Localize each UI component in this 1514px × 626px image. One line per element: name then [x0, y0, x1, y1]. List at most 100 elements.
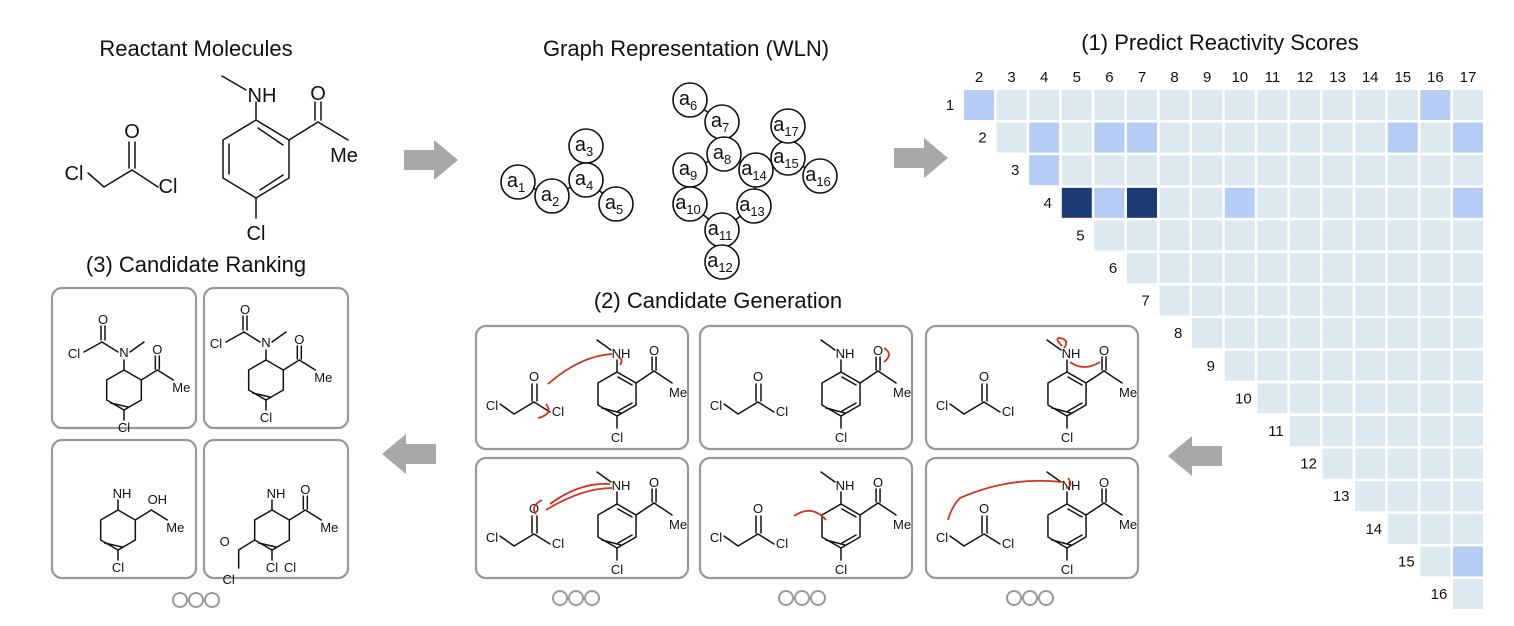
arrow-left-icon [1168, 436, 1222, 476]
score-cell [1224, 253, 1255, 283]
atom-label: O [979, 369, 989, 384]
atom-label: N [261, 335, 270, 350]
node-base: a [773, 114, 785, 136]
atom-label: Me [893, 385, 911, 400]
column-label: 15 [1394, 69, 1411, 86]
score-cell [1257, 253, 1288, 283]
more-dots-icon[interactable] [778, 590, 826, 606]
column-label: 2 [975, 69, 983, 86]
node-base: a [773, 146, 785, 168]
score-cell [996, 90, 1027, 120]
score-cell [1290, 220, 1320, 251]
ranked-candidate-card[interactable] [50, 286, 198, 430]
reaction-arrow-icon [947, 479, 1063, 521]
node-base: a [605, 192, 617, 214]
column-label: 7 [1138, 69, 1146, 86]
score-cell [1224, 318, 1255, 349]
score-cell [1257, 155, 1288, 186]
score-cell [1290, 318, 1320, 349]
atom-label: Cl [1002, 536, 1014, 551]
candidate-card[interactable] [924, 456, 1140, 580]
graph-node: a14 [738, 152, 774, 188]
score-cell [1290, 416, 1320, 446]
node-label: a2 [541, 184, 559, 209]
candidate-card[interactable] [474, 456, 690, 580]
candidate-card[interactable] [474, 324, 690, 451]
score-cell [1290, 350, 1320, 381]
row-label: 13 [1333, 488, 1350, 505]
candidate-card[interactable] [698, 324, 914, 451]
atom-label: Me [893, 517, 911, 532]
score-cell [1387, 90, 1418, 120]
candidate-ranking-title: (3) Candidate Ranking [86, 252, 306, 277]
score-cell [1257, 90, 1288, 120]
score-cell [1355, 383, 1386, 414]
score-cell [1061, 187, 1092, 218]
candidate-ranking-panel [50, 286, 350, 580]
atom-label: NH [836, 478, 855, 493]
score-cell [1355, 90, 1386, 120]
ranked-candidate-card[interactable] [202, 286, 350, 430]
score-cell [1420, 285, 1451, 316]
row-label: 2 [978, 130, 986, 147]
candidate-card[interactable] [698, 456, 914, 580]
score-cell [1290, 90, 1320, 120]
node-subscript: 13 [750, 204, 764, 219]
reaction-arrow-icon [617, 356, 623, 366]
graph-node: a10 [672, 186, 708, 222]
score-cell [1257, 122, 1288, 153]
product-molecule: Cl O Me N O Cl [210, 302, 332, 425]
score-cell [1387, 285, 1418, 316]
score-cell [1387, 513, 1418, 544]
atom-label: Cl [552, 404, 564, 419]
atom-label: Cl [486, 398, 498, 413]
node-subscript: 3 [586, 144, 593, 159]
score-cell [1094, 187, 1125, 218]
reaction-arrow-icon [537, 403, 550, 419]
graph-node: a13 [736, 188, 772, 224]
score-cell [1029, 90, 1060, 120]
column-label: 9 [1203, 69, 1211, 86]
column-label: 14 [1362, 69, 1379, 86]
score-cell [1159, 90, 1190, 120]
score-cell [1453, 579, 1483, 609]
atom-label: Cl [1061, 562, 1073, 577]
more-dots-icon[interactable] [1006, 590, 1054, 606]
row-label: 11 [1268, 423, 1284, 440]
graph-node: a6 [672, 82, 708, 118]
score-cell [1094, 220, 1125, 251]
score-cell [1420, 90, 1451, 120]
score-cell [1453, 416, 1483, 446]
node-base: a [708, 218, 720, 240]
score-cell [1420, 448, 1451, 479]
score-cell [1387, 187, 1418, 218]
graph-node: a2 [534, 178, 570, 214]
more-dots-icon[interactable] [552, 590, 600, 606]
reaction-arrow-icon [533, 499, 543, 515]
node-label: a11 [708, 218, 733, 243]
row-label: 15 [1398, 553, 1415, 570]
atom-label: Cl [284, 560, 296, 575]
reaction-arrow-icon [549, 482, 611, 505]
ranked-candidate-card[interactable] [50, 438, 198, 580]
score-cell [1159, 253, 1190, 283]
more-dots-icon[interactable] [172, 592, 220, 608]
column-label: 12 [1297, 69, 1314, 86]
atom-label: O [1099, 343, 1109, 358]
atom-label: NH [612, 346, 631, 361]
atom-label: O [220, 534, 230, 549]
candidate-generation-panel [474, 324, 1140, 580]
score-cell [1224, 90, 1255, 120]
score-cell [1420, 546, 1451, 577]
candidate-card[interactable] [924, 324, 1140, 451]
node-base: a [507, 170, 519, 192]
atom-label: Cl [835, 430, 847, 445]
reaction-arrow-icon [547, 353, 613, 385]
node-base: a [711, 110, 723, 132]
atom-label: NH [612, 478, 631, 493]
ranked-candidate-card[interactable] [202, 438, 350, 580]
score-cell [1453, 448, 1483, 479]
score-cell [1094, 90, 1125, 120]
